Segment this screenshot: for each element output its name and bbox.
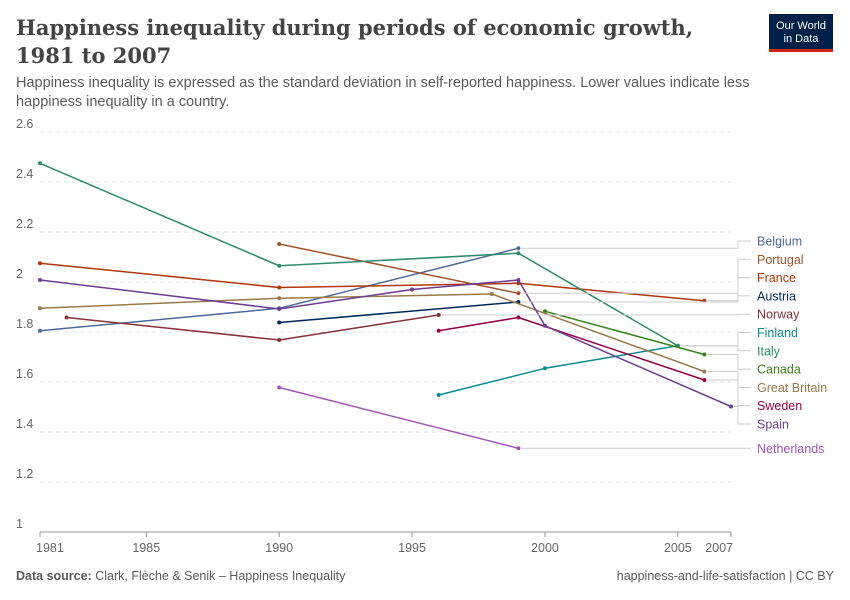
data-point-portugal[interactable]	[516, 291, 521, 296]
legend-label-canada[interactable]: Canada	[757, 363, 801, 377]
series-line-great-britain[interactable]	[39, 293, 705, 373]
data-source-text: Clark, Flèche & Senik – Happiness Inequa…	[95, 569, 346, 583]
legend-label-great-britain[interactable]: Great Britain	[757, 381, 827, 395]
series-line-spain[interactable]	[39, 279, 732, 408]
logo-line-1: Our World	[776, 20, 826, 32]
legend-label-sweden[interactable]: Sweden	[757, 399, 802, 413]
legend-label-netherlands[interactable]: Netherlands	[757, 442, 824, 456]
data-point-canada[interactable]	[702, 352, 707, 357]
data-point-great-britain[interactable]	[702, 369, 707, 374]
data-point-norway[interactable]	[277, 338, 282, 342]
x-tick-label: 2007	[705, 541, 733, 555]
y-tick-label: 1.8	[16, 317, 33, 331]
y-tick-label: 1.6	[16, 367, 33, 381]
data-point-norway[interactable]	[64, 315, 69, 320]
data-point-spain[interactable]	[516, 278, 521, 282]
data-source-label: Data source:	[16, 569, 92, 583]
x-tick-label: 2000	[531, 541, 559, 555]
data-point-finland[interactable]	[436, 393, 441, 397]
data-point-netherlands[interactable]	[277, 385, 282, 390]
data-point-austria[interactable]	[277, 320, 282, 325]
series-line-norway[interactable]	[66, 314, 439, 341]
legend-connector-italy	[680, 345, 751, 352]
data-point-netherlands[interactable]	[516, 446, 521, 451]
legend-connector-norway	[441, 313, 751, 316]
y-tick-label: 2.6	[16, 117, 33, 131]
logo-line-2: in Data	[783, 33, 819, 45]
data-point-finland[interactable]	[542, 366, 547, 371]
data-point-norway[interactable]	[436, 313, 441, 317]
y-tick-label: 2	[16, 267, 23, 281]
series-line-netherlands[interactable]	[279, 386, 519, 450]
series-line-portugal[interactable]	[279, 243, 519, 295]
legend-connector-canada	[707, 354, 751, 370]
series-line-finland[interactable]	[438, 345, 678, 396]
data-point-spain[interactable]	[277, 307, 282, 311]
y-tick-label: 2.4	[16, 167, 33, 181]
legend-connector-finland	[680, 332, 751, 347]
legend-connector-austria	[521, 295, 751, 303]
legend-label-finland[interactable]: Finland	[757, 326, 798, 340]
x-tick-label: 1985	[132, 541, 160, 555]
data-point-spain[interactable]	[729, 404, 733, 409]
x-tick-label: 1981	[36, 541, 64, 555]
series-line-austria[interactable]	[279, 301, 519, 324]
legend-connector-sweden	[707, 379, 751, 407]
data-point-portugal[interactable]	[277, 242, 282, 246]
x-tick-label: 1995	[398, 541, 426, 555]
chart-subtitle: Happiness inequality is expressed as the…	[16, 75, 750, 110]
legend-connector-great-britain	[707, 371, 751, 388]
legend-connector-portugal	[521, 258, 751, 294]
x-tick-label: 2005	[664, 541, 692, 555]
y-tick-label: 2.2	[16, 217, 33, 231]
data-point-italy[interactable]	[277, 263, 282, 268]
data-point-great-britain[interactable]	[489, 292, 494, 296]
chart-title: Happiness inequality during periods of e…	[16, 15, 694, 68]
credit-text[interactable]: happiness-and-life-satisfaction | CC BY	[616, 569, 834, 583]
data-point-france[interactable]	[277, 285, 282, 290]
data-point-spain[interactable]	[410, 287, 415, 292]
legend-label-spain[interactable]: Spain	[757, 418, 789, 432]
owid-logo[interactable]: Our World in Data	[769, 14, 833, 52]
legend-connector-belgium	[521, 240, 751, 249]
data-point-sweden[interactable]	[516, 315, 521, 320]
y-tick-label: 1	[16, 517, 23, 531]
data-point-belgium[interactable]	[516, 246, 521, 251]
data-point-italy[interactable]	[38, 161, 42, 166]
data-point-great-britain[interactable]	[38, 306, 42, 311]
legend-label-norway[interactable]: Norway	[757, 308, 800, 322]
legend-connector-spain	[734, 406, 751, 425]
data-point-italy[interactable]	[516, 251, 521, 256]
series-line-france[interactable]	[39, 262, 705, 302]
data-source: Data source: Clark, Flèche & Senik – Hap…	[16, 569, 345, 583]
legend-connector-france	[707, 277, 751, 302]
x-tick-label: 1990	[265, 541, 293, 555]
data-point-spain[interactable]	[542, 323, 547, 328]
y-tick-label: 1.4	[16, 417, 33, 431]
data-point-great-britain[interactable]	[277, 296, 282, 301]
data-point-sweden[interactable]	[436, 328, 441, 333]
series-line-canada[interactable]	[544, 310, 705, 356]
y-tick-label: 1.2	[16, 467, 33, 481]
series-line-italy[interactable]	[39, 162, 679, 347]
series-line-belgium[interactable]	[39, 247, 519, 332]
data-point-france[interactable]	[38, 261, 42, 266]
legend-label-belgium[interactable]: Belgium	[757, 235, 802, 249]
legend-label-austria[interactable]: Austria	[757, 289, 796, 303]
legend-label-portugal[interactable]: Portugal	[757, 253, 804, 267]
data-point-spain[interactable]	[38, 278, 42, 282]
legend-label-italy[interactable]: Italy	[757, 344, 781, 358]
legend-label-france[interactable]: France	[757, 271, 796, 285]
data-point-belgium[interactable]	[38, 328, 42, 333]
data-point-sweden[interactable]	[702, 378, 707, 382]
